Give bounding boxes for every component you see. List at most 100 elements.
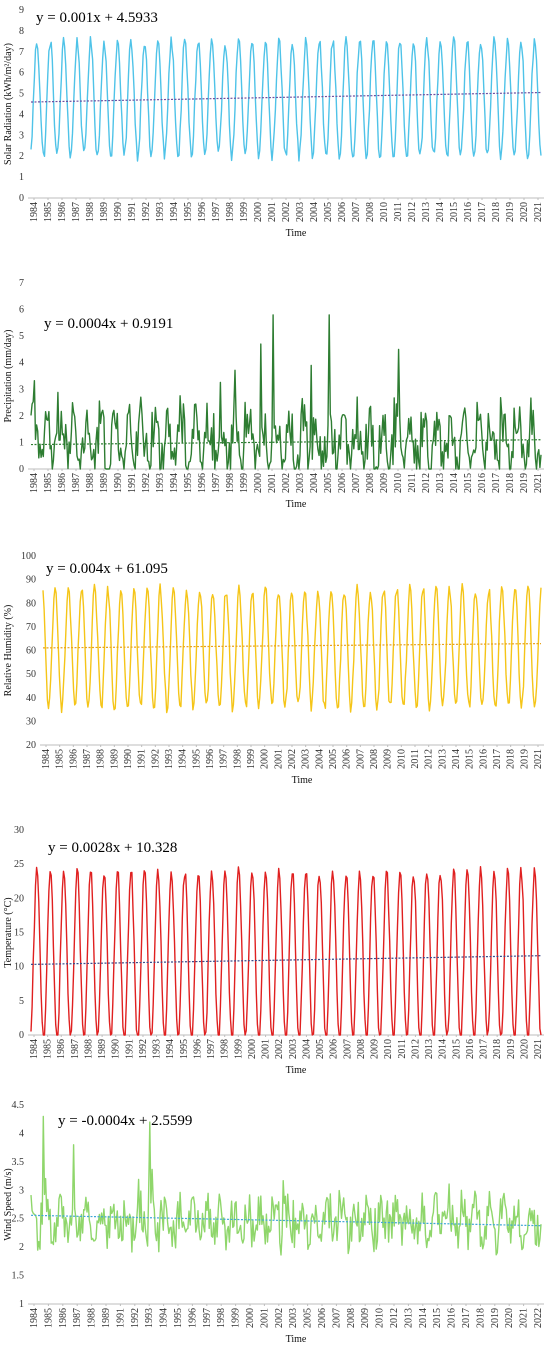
x-tick-label: 2013: [424, 1039, 435, 1059]
x-tick-label: 2013: [421, 202, 432, 222]
x-tick-label: 1987: [70, 1039, 81, 1059]
series-line: [30, 314, 542, 470]
x-tick-label: 2019: [505, 202, 516, 222]
x-tick-label: 1991: [124, 1039, 135, 1059]
y-tick-label: 2.5: [12, 1214, 25, 1225]
x-tick-label: 1995: [179, 1039, 190, 1059]
x-tick-label: 1992: [141, 202, 152, 222]
x-tick-label: 2010: [383, 1039, 394, 1059]
x-tick-label: 2019: [519, 473, 530, 493]
x-tick-label: 2008: [365, 473, 376, 493]
x-axis-title: Time: [286, 499, 307, 510]
x-tick-label: 1995: [173, 1308, 184, 1328]
x-tick-label: 2006: [329, 1039, 340, 1059]
x-tick-label: 1999: [239, 473, 250, 493]
x-tick-label: 1996: [192, 1039, 203, 1059]
x-tick-label: 2012: [424, 749, 435, 769]
trend-line: [30, 439, 542, 446]
x-tick-label: 2001: [267, 473, 278, 493]
x-tick-label: 1998: [232, 749, 243, 769]
x-tick-label: 1998: [225, 473, 236, 493]
x-tick-label: 2011: [393, 202, 404, 222]
x-tick-label: 1997: [211, 473, 222, 493]
x-tick-label: 2020: [504, 1308, 515, 1328]
x-tick-label: 1989: [101, 1308, 112, 1328]
y-tick-label: 25: [14, 859, 24, 870]
x-tick-label: 2017: [479, 1039, 490, 1059]
x-axis-title: Time: [286, 1065, 307, 1076]
y-tick-label: 80: [26, 598, 36, 609]
x-tick-label: 2018: [491, 202, 502, 222]
y-tick-label: 2: [19, 411, 24, 422]
y-tick-label: 1.5: [12, 1271, 25, 1282]
x-tick-label: 1998: [216, 1308, 227, 1328]
x-tick-label: 2017: [477, 202, 488, 222]
x-tick-label: 2017: [461, 1308, 472, 1328]
x-tick-label: 1991: [137, 749, 148, 769]
x-tick-label: 1991: [127, 202, 138, 222]
x-tick-label: 2011: [397, 1039, 408, 1059]
x-tick-label: 2000: [245, 1308, 256, 1328]
x-tick-label: 1999: [239, 202, 250, 222]
x-tick-label: 1987: [71, 202, 82, 222]
x-tick-label: 2000: [247, 1039, 258, 1059]
x-tick-label: 1995: [191, 749, 202, 769]
x-tick-label: 1997: [206, 1039, 217, 1059]
x-tick-label: 2021: [533, 1039, 544, 1059]
x-tick-label: 1992: [150, 749, 161, 769]
x-tick-label: 2022: [533, 1308, 544, 1328]
x-tick-label: 2021: [533, 749, 544, 769]
x-tick-label: 2002: [274, 1308, 285, 1328]
x-tick-label: 2014: [451, 749, 462, 769]
x-tick-label: 1985: [43, 473, 54, 493]
y-axis-title: Relative Humidity (%): [3, 605, 14, 697]
x-tick-label: 1994: [169, 202, 180, 222]
y-tick-label: 1: [19, 437, 24, 448]
x-tick-label: 2015: [463, 473, 474, 493]
x-tick-label: 1989: [99, 473, 110, 493]
y-tick-label: 30: [14, 825, 24, 836]
x-tick-label: 2018: [506, 749, 517, 769]
y-tick-label: 2: [19, 151, 24, 162]
y-tick-label: 1: [19, 172, 24, 183]
x-tick-label: 2010: [375, 1308, 386, 1328]
x-tick-label: 2010: [379, 202, 390, 222]
x-tick-label: 1990: [113, 202, 124, 222]
x-tick-label: 2009: [360, 1308, 371, 1328]
x-tick-label: 1997: [202, 1308, 213, 1328]
x-tick-label: 2017: [492, 749, 503, 769]
x-tick-label: 2015: [465, 749, 476, 769]
x-tick-label: 2016: [463, 202, 474, 222]
x-tick-label: 2004: [309, 202, 320, 222]
x-tick-label: 1997: [219, 749, 230, 769]
x-tick-label: 2020: [519, 1039, 530, 1059]
x-tick-label: 2013: [437, 749, 448, 769]
x-tick-label: 1993: [164, 749, 175, 769]
x-tick-label: 2018: [492, 1039, 503, 1059]
y-axis-title: Wind Speed (m/s): [3, 1168, 14, 1240]
x-tick-label: 2016: [465, 1039, 476, 1059]
x-tick-label: 2002: [281, 473, 292, 493]
y-tick-label: 15: [14, 928, 24, 939]
x-tick-label: 2008: [356, 1039, 367, 1059]
y-tick-label: 100: [21, 551, 36, 562]
x-tick-label: 2013: [403, 1308, 414, 1328]
x-tick-label: 2002: [281, 202, 292, 222]
x-tick-label: 2006: [342, 749, 353, 769]
x-tick-label: 2019: [506, 1039, 517, 1059]
x-tick-label: 1990: [123, 749, 134, 769]
trend-line: [30, 91, 542, 103]
x-tick-label: 2008: [369, 749, 380, 769]
y-tick-label: 5: [19, 996, 24, 1007]
y-tick-label: 7: [19, 47, 24, 58]
x-tick-label: 1989: [97, 1039, 108, 1059]
x-tick-label: 1984: [29, 1039, 40, 1059]
x-tick-label: 2010: [396, 749, 407, 769]
trendline-equation: y = 0.0004x + 0.9191: [44, 316, 173, 332]
x-tick-label: 2003: [288, 1308, 299, 1328]
x-tick-label: 2015: [449, 202, 460, 222]
x-tick-label: 2019: [519, 749, 530, 769]
x-tick-label: 1986: [68, 749, 79, 769]
